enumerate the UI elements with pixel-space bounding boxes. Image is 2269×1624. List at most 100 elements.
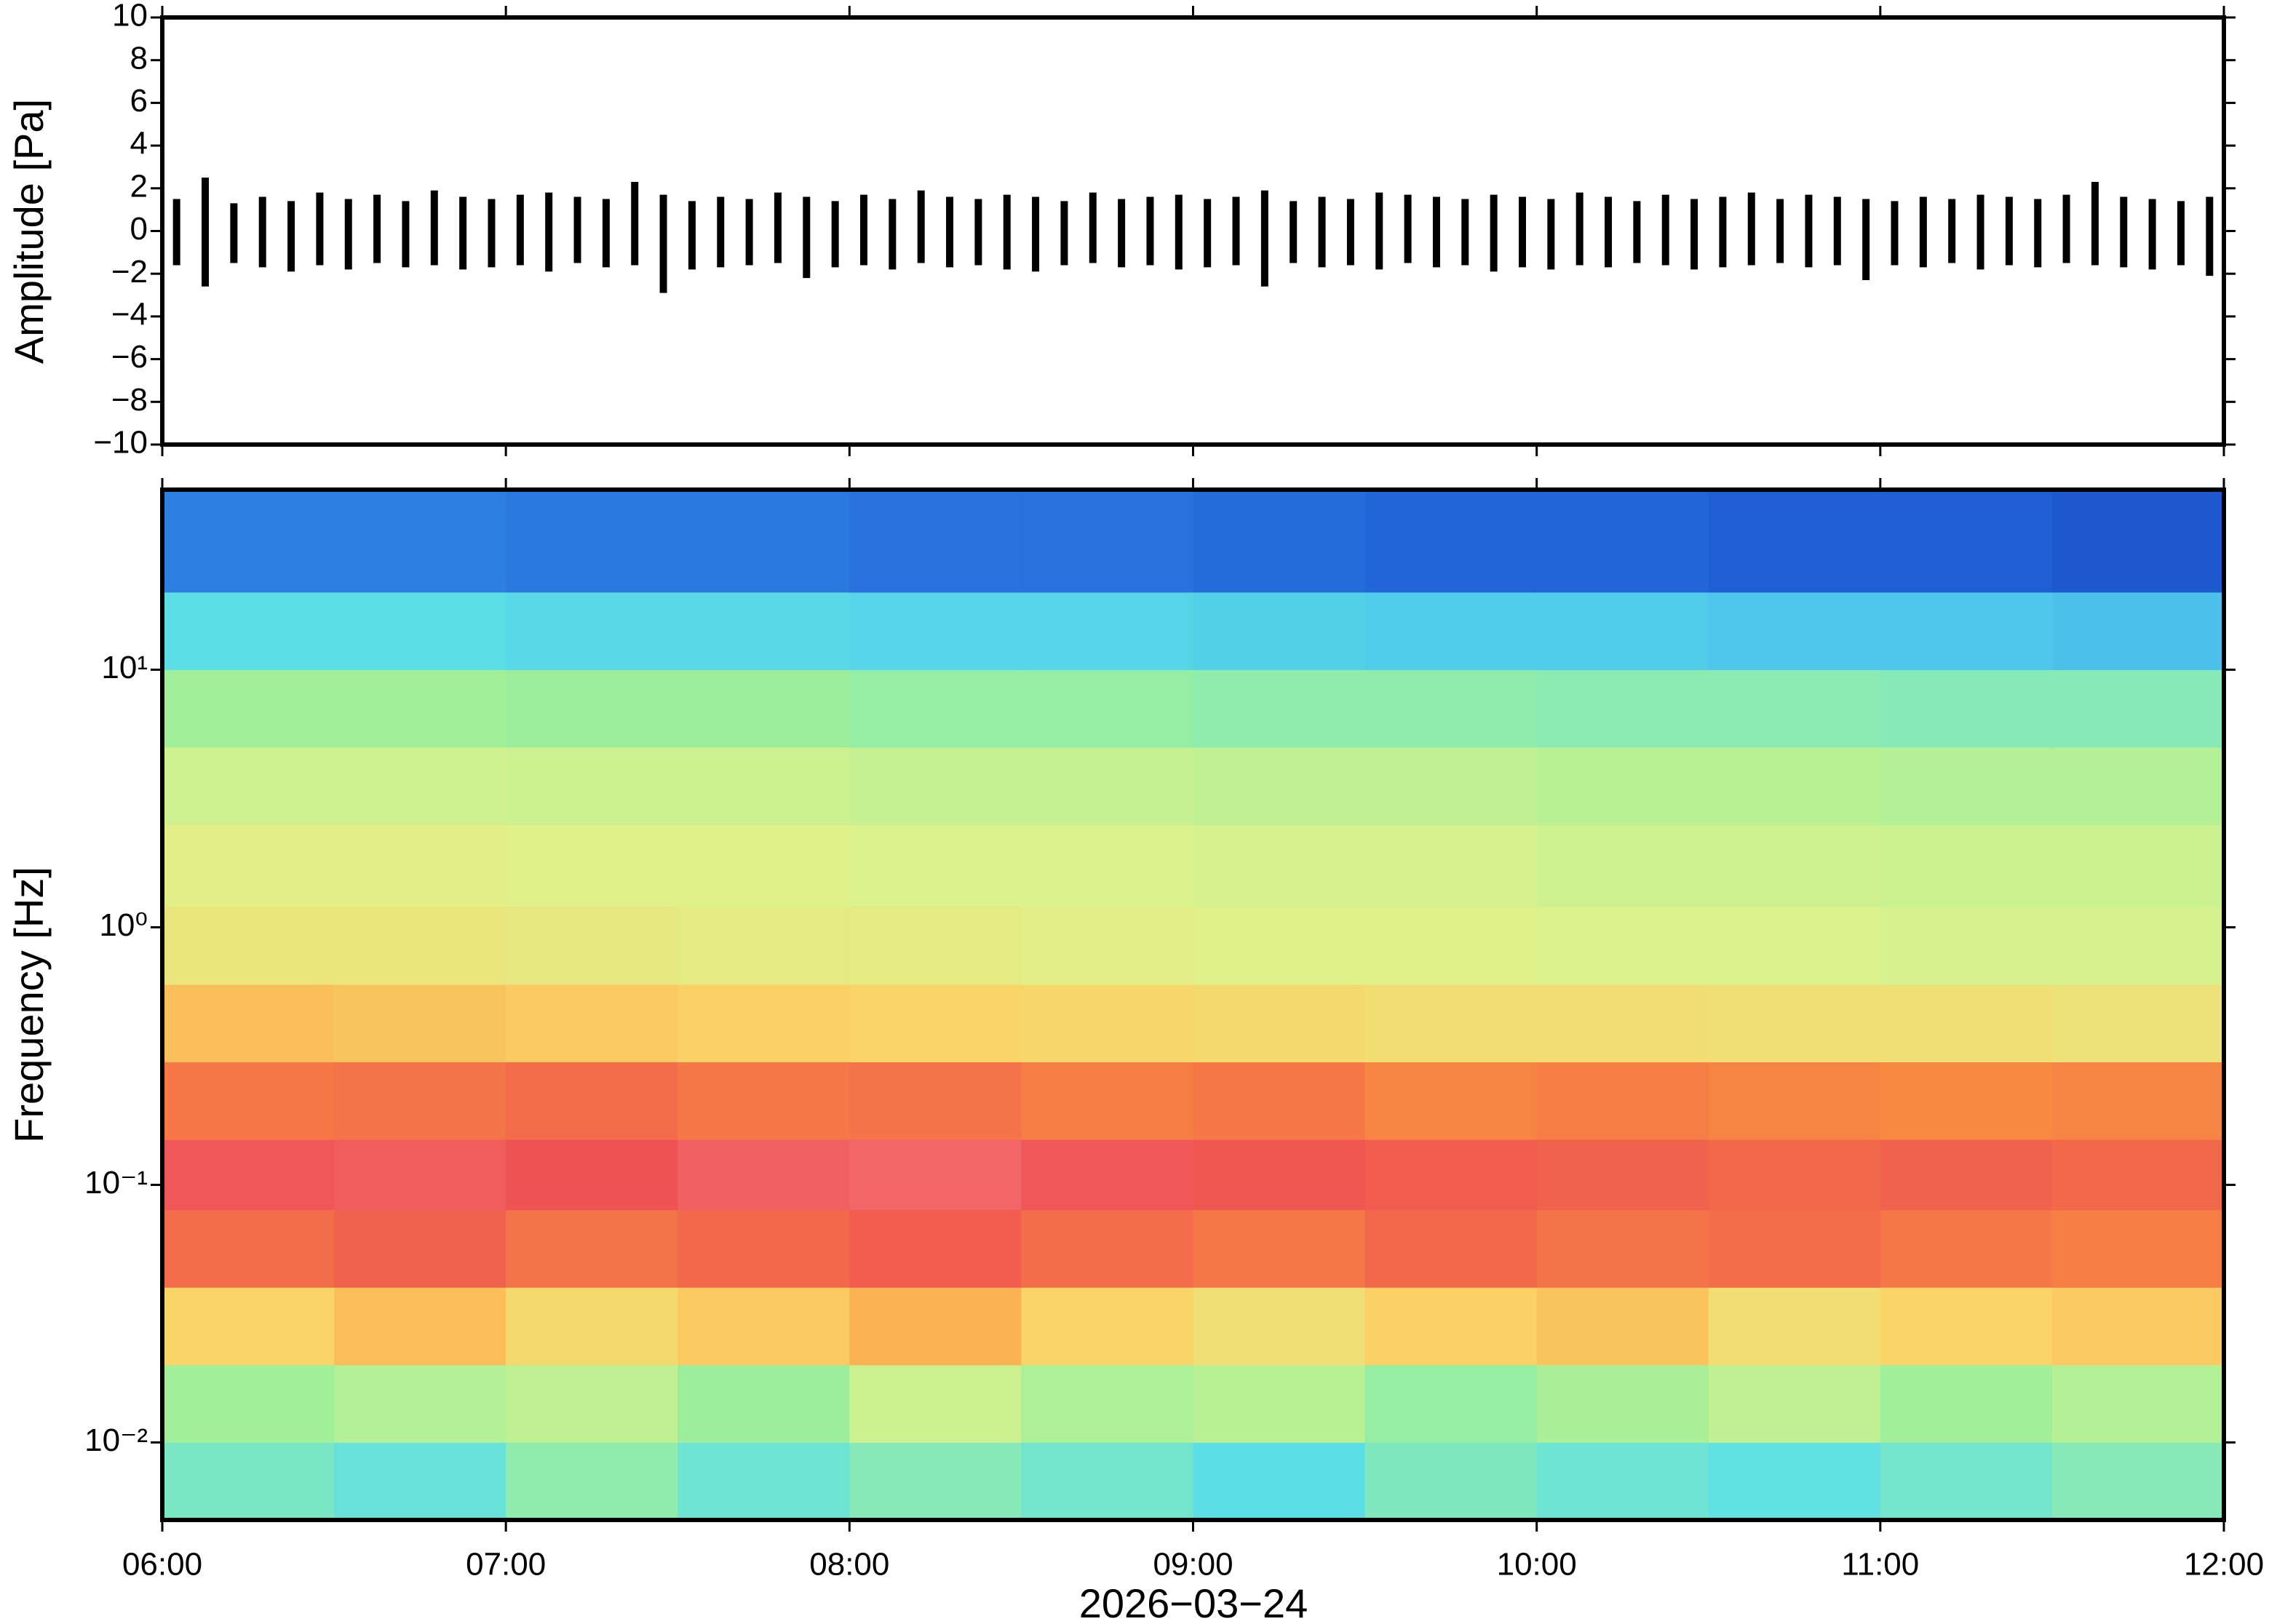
- spectrogram-cell: [1708, 1139, 1881, 1211]
- spectrogram-cell: [1193, 1287, 1366, 1366]
- spectrogram-cell: [1708, 747, 1881, 826]
- spectrogram-cell: [1193, 1364, 1366, 1443]
- spectrogram-cell: [677, 747, 850, 826]
- x-tick-label: 10:00: [1497, 1547, 1577, 1583]
- spectrogram-cell: [1021, 824, 1193, 907]
- spectrogram-cell: [334, 669, 506, 748]
- spectrogram-cell: [1021, 592, 1193, 670]
- spectrogram-cell: [162, 592, 335, 670]
- spectrogram-cell: [677, 1442, 850, 1521]
- y-tick-label: 10¹: [101, 650, 148, 685]
- spectrogram-cell: [1021, 490, 1193, 593]
- y-tick-label: −4: [111, 297, 148, 333]
- spectrogram-cell: [506, 1139, 678, 1211]
- spectrogram-cell: [334, 1364, 506, 1443]
- spectrogram-cell: [677, 669, 850, 748]
- spectrogram-cell: [1193, 984, 1366, 1063]
- spectrogram-cell: [1536, 1442, 1709, 1521]
- spectrogram-cell: [849, 1287, 1022, 1366]
- spectrogram-cell: [1536, 1287, 1709, 1366]
- spectrogram-cell: [162, 747, 335, 826]
- spectrogram-cell: [1364, 669, 1538, 748]
- spectrogram-cell: [677, 592, 850, 670]
- spectrogram-cell: [334, 907, 506, 985]
- spectrogram-cell: [849, 1062, 1022, 1140]
- x-tick-label: 06:00: [122, 1547, 202, 1583]
- spectrogram-cell: [2051, 1062, 2225, 1140]
- spectrogram-cell: [1193, 1442, 1366, 1521]
- spectrogram-cell: [1536, 490, 1709, 593]
- spectrogram-cell: [506, 1209, 678, 1288]
- spectrogram-cell: [1708, 1062, 1881, 1140]
- spectrogram-cell: [162, 1287, 335, 1366]
- spectrogram-cell: [506, 592, 678, 670]
- spectrogram-cell: [1536, 907, 1709, 985]
- spectrogram-cell: [162, 984, 335, 1063]
- spectrogram-cell: [162, 1139, 335, 1211]
- x-tick-label: 07:00: [466, 1547, 546, 1583]
- y-tick-label: 10⁻¹: [84, 1165, 148, 1201]
- spectrogram-cell: [162, 1062, 335, 1140]
- spectrogram-cell: [1364, 824, 1538, 907]
- spectrogram-cell: [1880, 1442, 2053, 1521]
- spectrogram-cell: [1364, 984, 1538, 1063]
- spectrogram-cell: [1880, 747, 2053, 826]
- spectrogram-cell: [1880, 907, 2053, 985]
- spectrogram-cell: [2051, 1364, 2225, 1443]
- y-tick-label: 0: [130, 211, 148, 247]
- spectrogram-cell: [1193, 1209, 1366, 1288]
- spectrogram-cell: [849, 1209, 1022, 1288]
- spectrogram-cell: [1364, 1139, 1538, 1211]
- y-tick-label: −6: [111, 339, 148, 375]
- spectrogram-cell: [849, 490, 1022, 593]
- spectrogram-cell: [1364, 1209, 1538, 1288]
- spectrogram-cell: [677, 1364, 850, 1443]
- spectrogram-cell: [1708, 1364, 1881, 1443]
- spectrogram-cell: [1364, 1442, 1538, 1521]
- spectrogram-cell: [1708, 1442, 1881, 1521]
- spectrogram-cell: [506, 824, 678, 907]
- spectrogram-cell: [1021, 1139, 1193, 1211]
- spectrogram-cell: [849, 824, 1022, 907]
- spectrogram-cell: [1708, 824, 1881, 907]
- y-tick-label: −10: [93, 425, 148, 461]
- spectrogram-cell: [1536, 592, 1709, 670]
- spectrogram-cell: [162, 907, 335, 985]
- spectrogram-cell: [334, 490, 506, 593]
- y-tick-label: −2: [111, 254, 148, 290]
- x-tick-label: 08:00: [809, 1547, 889, 1583]
- y-tick-label: −8: [111, 382, 148, 418]
- spectrogram-cell: [1021, 1364, 1193, 1443]
- spectrogram-cell: [2051, 1287, 2225, 1366]
- spectrogram-cell: [334, 1209, 506, 1288]
- spectrogram-cell: [677, 1287, 850, 1366]
- spectrogram-cell: [677, 1139, 850, 1211]
- y-tick-label: 6: [130, 83, 148, 119]
- spectrogram-cell: [1536, 1364, 1709, 1443]
- spectrogram-cell: [849, 669, 1022, 748]
- spectrogram-cell: [1021, 907, 1193, 985]
- spectrogram-cell: [849, 984, 1022, 1063]
- spectrogram-cell: [162, 1442, 335, 1521]
- x-tick-label: 09:00: [1153, 1547, 1233, 1583]
- spectrogram-cell: [1364, 490, 1538, 593]
- spectrogram-cell: [1364, 1287, 1538, 1366]
- spectrogram-cell: [1021, 747, 1193, 826]
- spectrogram-cell: [334, 1139, 506, 1211]
- spectrogram-cell: [849, 907, 1022, 985]
- spectrogram-cell: [1880, 1287, 2053, 1366]
- spectrogram-cell: [1536, 824, 1709, 907]
- spectrogram-cell: [2051, 984, 2225, 1063]
- spectrogram-cell: [1708, 984, 1881, 1063]
- spectrogram-cell: [849, 1364, 1022, 1443]
- spectrogram-cell: [1536, 1062, 1709, 1140]
- y-tick-label: 10⁰: [99, 907, 148, 943]
- spectrogram-cell: [334, 984, 506, 1063]
- spectrogram-cell: [506, 907, 678, 985]
- spectrogram-cell: [334, 747, 506, 826]
- spectrogram-cell: [162, 824, 335, 907]
- spectrogram-cell: [1708, 1209, 1881, 1288]
- spectrogram-cell: [1364, 747, 1538, 826]
- spectrogram-cell: [334, 592, 506, 670]
